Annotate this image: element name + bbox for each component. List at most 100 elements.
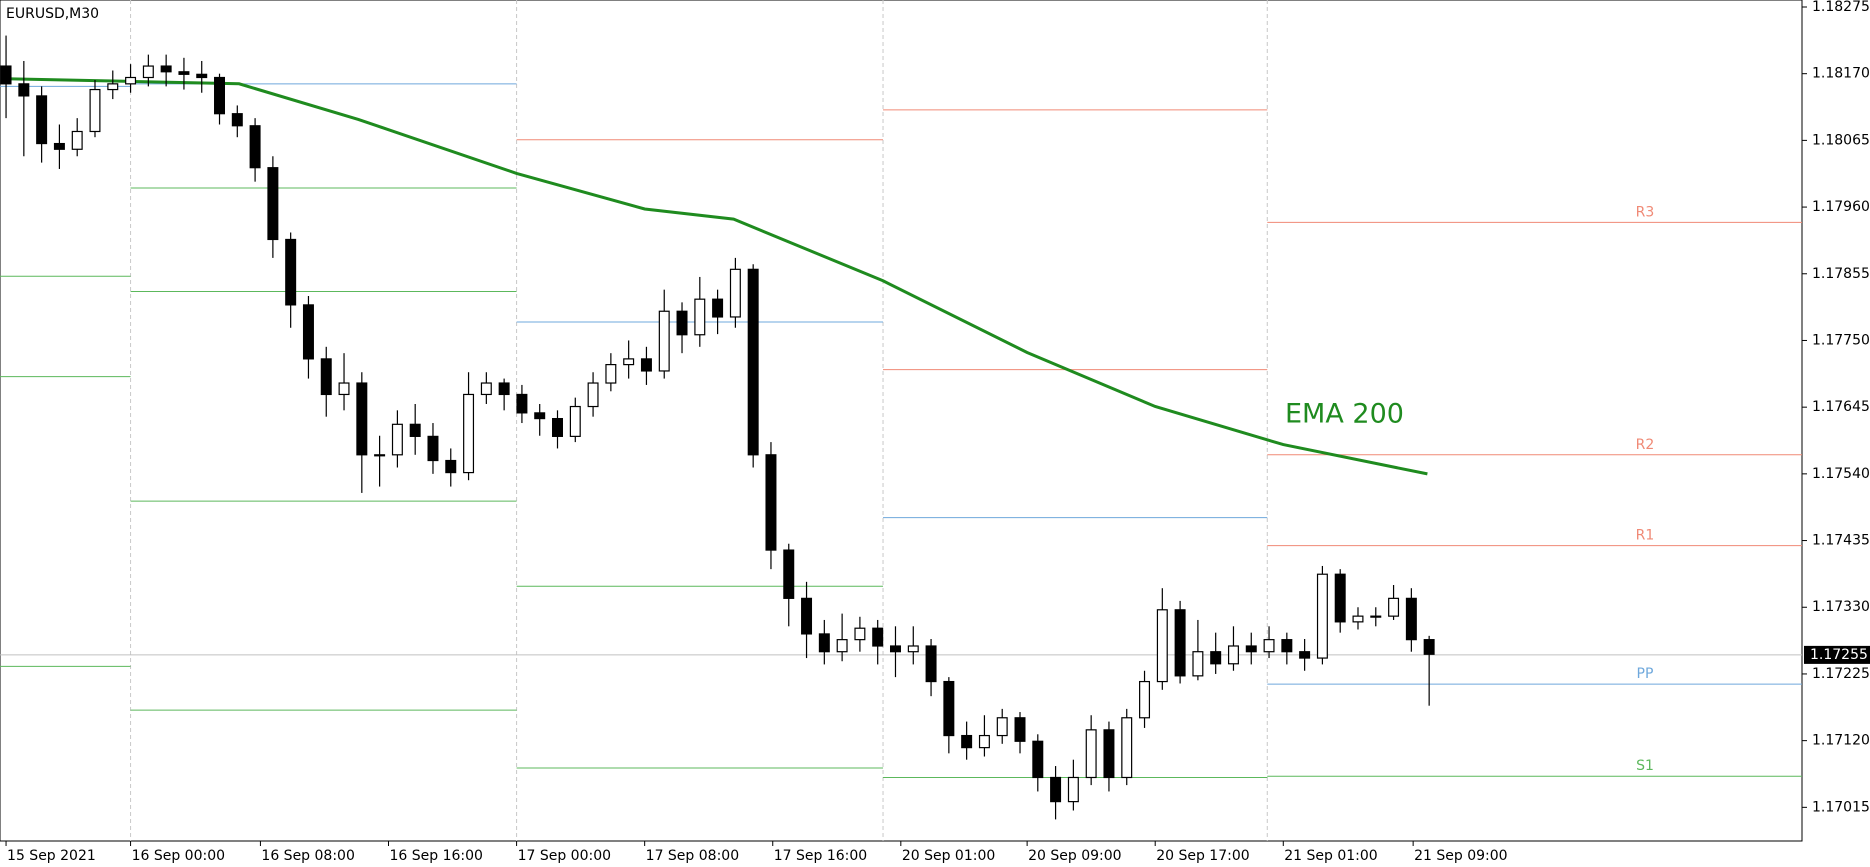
candle-body <box>818 633 830 653</box>
candle-body <box>765 454 777 551</box>
candle-body <box>71 130 83 150</box>
candle-body <box>925 645 937 683</box>
candle-body <box>516 393 528 414</box>
candle-body <box>1174 609 1186 677</box>
candle-body <box>1103 729 1115 779</box>
y-tick-label: 1.18065 <box>1812 132 1870 148</box>
candle-body <box>196 73 208 79</box>
y-tick-label: 1.17750 <box>1812 332 1870 348</box>
y-tick-label: 1.17855 <box>1812 266 1870 282</box>
x-tick-label: 17 Sep 08:00 <box>646 848 739 864</box>
candle-body <box>872 627 884 647</box>
candle-body <box>676 310 688 336</box>
candle-body <box>783 549 795 599</box>
candle-body <box>907 645 919 653</box>
candle-body <box>1423 639 1435 655</box>
candle-body <box>836 639 848 653</box>
candle-body <box>125 76 137 85</box>
candle-body <box>1316 573 1328 659</box>
candle-body <box>694 298 706 336</box>
candle-body <box>302 304 314 360</box>
candle-body <box>640 358 652 372</box>
candle-body <box>943 680 955 737</box>
candle-body <box>623 358 635 366</box>
candle-body <box>605 364 617 384</box>
x-tick-label: 20 Sep 09:00 <box>1028 848 1121 864</box>
x-tick-label: 16 Sep 08:00 <box>261 848 354 864</box>
candle-body <box>1085 729 1097 779</box>
candle-body <box>89 88 101 133</box>
x-tick-label: 17 Sep 16:00 <box>774 848 867 864</box>
x-tick-label: 21 Sep 01:00 <box>1284 848 1377 864</box>
candle-body <box>1299 651 1311 659</box>
candle-body <box>1014 717 1026 742</box>
candle-body <box>1263 639 1275 653</box>
pivot-label: S1 <box>1636 758 1654 774</box>
symbol-label: EURUSD,M30 <box>6 6 99 22</box>
candle-body <box>231 113 243 127</box>
candle-body <box>178 71 190 75</box>
candle-body <box>1156 609 1168 683</box>
candle-body <box>374 454 386 457</box>
candle-body <box>534 412 546 420</box>
x-tick-label: 20 Sep 17:00 <box>1156 848 1249 864</box>
candle-body <box>480 382 492 396</box>
y-tick-label: 1.17960 <box>1812 199 1870 215</box>
candle-body <box>214 76 226 115</box>
x-tick-label: 17 Sep 00:00 <box>518 848 611 864</box>
candle-body <box>996 717 1008 737</box>
y-tick-label: 1.17435 <box>1812 533 1870 549</box>
candle-body <box>356 382 368 456</box>
candle-body <box>409 423 421 437</box>
candle-body <box>463 393 475 474</box>
y-tick-label: 1.17540 <box>1812 466 1870 482</box>
y-tick-label: 1.17645 <box>1812 399 1870 415</box>
candle-body <box>1032 740 1044 779</box>
y-tick-label: 1.17330 <box>1812 599 1870 615</box>
ema-label: EMA 200 <box>1285 399 1404 430</box>
candle-body <box>961 734 973 749</box>
candle-body <box>249 125 261 169</box>
candle-body <box>498 382 510 396</box>
y-tick-label: 1.17225 <box>1812 666 1870 682</box>
candle-body <box>53 142 65 150</box>
candle-body <box>1370 615 1382 618</box>
pivot-label: R1 <box>1636 528 1655 544</box>
candle-body <box>338 382 350 396</box>
candle-body <box>391 423 403 456</box>
candle-body <box>1245 645 1257 653</box>
candle-body <box>427 435 439 462</box>
candle-body <box>1352 615 1364 623</box>
candle-body <box>36 95 48 145</box>
candle-body <box>142 65 154 79</box>
pivot-label: PP <box>1637 666 1654 682</box>
x-tick-label: 16 Sep 16:00 <box>390 848 483 864</box>
candle-body <box>1050 776 1062 803</box>
candle-body <box>712 298 724 318</box>
candle-body <box>1121 717 1133 779</box>
candle-body <box>1388 597 1400 617</box>
price-tag-label: 1.17255 <box>1810 647 1868 663</box>
candle-body <box>1139 680 1151 719</box>
pivot-label: R2 <box>1636 437 1655 453</box>
x-tick-label: 16 Sep 00:00 <box>132 848 225 864</box>
y-tick-label: 1.18170 <box>1812 66 1870 82</box>
candle-body <box>1334 573 1346 623</box>
x-tick-label: 15 Sep 2021 <box>7 848 96 864</box>
candle-body <box>285 238 297 306</box>
candle-body <box>1192 651 1204 677</box>
y-tick-label: 1.17120 <box>1812 733 1870 749</box>
candle-body <box>801 597 813 635</box>
candle-body <box>658 310 670 372</box>
candle-body <box>747 268 759 456</box>
candle-body <box>569 405 581 437</box>
candle-body <box>889 645 901 653</box>
candle-body <box>587 382 599 408</box>
candle-body <box>552 417 563 437</box>
y-tick-label: 1.17015 <box>1812 799 1870 815</box>
candle-body <box>1281 639 1293 653</box>
candle-body <box>320 358 332 396</box>
candle-body <box>978 734 990 749</box>
